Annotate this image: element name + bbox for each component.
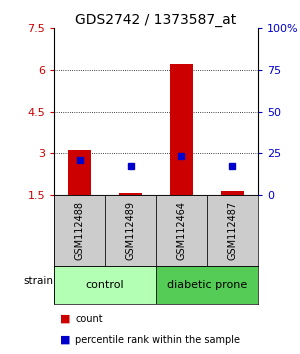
Bar (156, 266, 258, 304)
Title: GDS2742 / 1373587_at: GDS2742 / 1373587_at (75, 13, 237, 27)
Text: GSM112464: GSM112464 (176, 201, 187, 259)
Text: ■: ■ (60, 314, 70, 324)
Text: ■: ■ (60, 335, 70, 345)
Text: GSM112488: GSM112488 (74, 201, 85, 259)
Text: GSM112487: GSM112487 (227, 200, 238, 260)
Bar (221, 190, 244, 195)
Text: percentile rank within the sample: percentile rank within the sample (75, 335, 240, 345)
Bar (54, 195, 105, 266)
Bar (105, 195, 156, 266)
Text: count: count (75, 314, 103, 324)
Text: GSM112489: GSM112489 (125, 201, 136, 259)
Bar (68, 150, 91, 195)
Text: strain: strain (23, 276, 53, 286)
Bar (119, 193, 142, 195)
Bar (170, 64, 193, 195)
Bar (207, 195, 258, 266)
Bar (156, 195, 207, 266)
Text: control: control (86, 280, 124, 290)
Bar (54, 266, 156, 304)
Text: diabetic prone: diabetic prone (167, 280, 247, 290)
